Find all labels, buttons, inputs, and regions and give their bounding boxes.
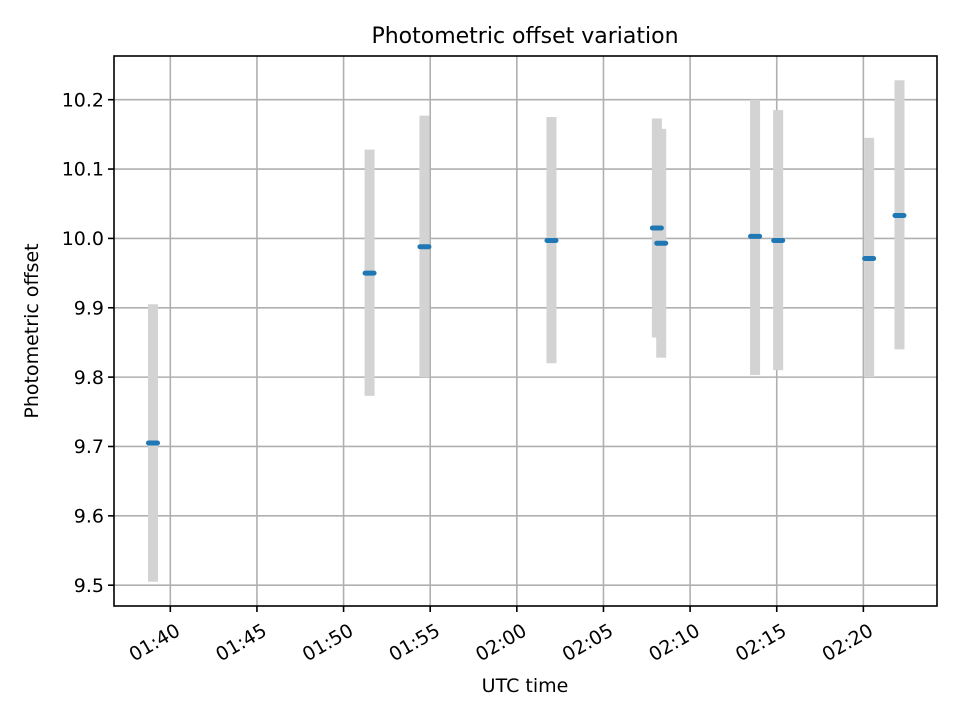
- x-tick-label: 02:20: [819, 620, 877, 666]
- data-point: [862, 256, 877, 262]
- data-point: [417, 244, 432, 250]
- y-axis-label: Photometric offset: [21, 243, 43, 418]
- chart-title: Photometric offset variation: [371, 24, 678, 49]
- y-ticks: 9.5 9.6 9.7 9.8 9.9 10.0 10.1 10.2: [62, 89, 114, 597]
- x-tick-label: 02:05: [559, 620, 617, 666]
- data-point: [748, 233, 763, 239]
- data-point: [362, 270, 377, 276]
- data-point: [145, 440, 160, 446]
- x-tick-label: 02:15: [732, 620, 790, 666]
- y-tick-label: 9.5: [74, 575, 104, 597]
- data-points: [145, 213, 907, 446]
- x-tick-label: 02:00: [472, 620, 530, 666]
- x-tick-label: 01:50: [299, 620, 357, 666]
- error-bars: [147, 80, 905, 582]
- x-axis-label: UTC time: [482, 675, 569, 697]
- y-tick-label: 9.8: [74, 367, 104, 389]
- x-tick-label: 02:10: [645, 620, 703, 666]
- x-tick-label: 01:40: [126, 620, 184, 666]
- grid: [114, 56, 937, 606]
- x-tick-label: 01:45: [212, 620, 270, 666]
- y-tick-label: 10.2: [62, 89, 104, 111]
- plot-frame: [113, 55, 938, 607]
- y-tick-label: 9.6: [74, 505, 104, 527]
- x-tick-label: 01:55: [385, 620, 443, 666]
- x-ticks: 01:40 01:45 01:50 01:55 02:00 02:05 02:10 02:15…: [126, 606, 877, 666]
- y-tick-label: 9.7: [74, 436, 104, 458]
- data-point: [544, 237, 559, 243]
- y-tick-label: 10.1: [62, 159, 104, 181]
- data-point: [771, 237, 786, 243]
- data-point: [649, 225, 664, 231]
- data-point: [654, 240, 669, 246]
- y-tick-label: 9.9: [74, 297, 104, 319]
- y-tick-label: 10.0: [62, 228, 104, 250]
- data-point: [892, 213, 907, 219]
